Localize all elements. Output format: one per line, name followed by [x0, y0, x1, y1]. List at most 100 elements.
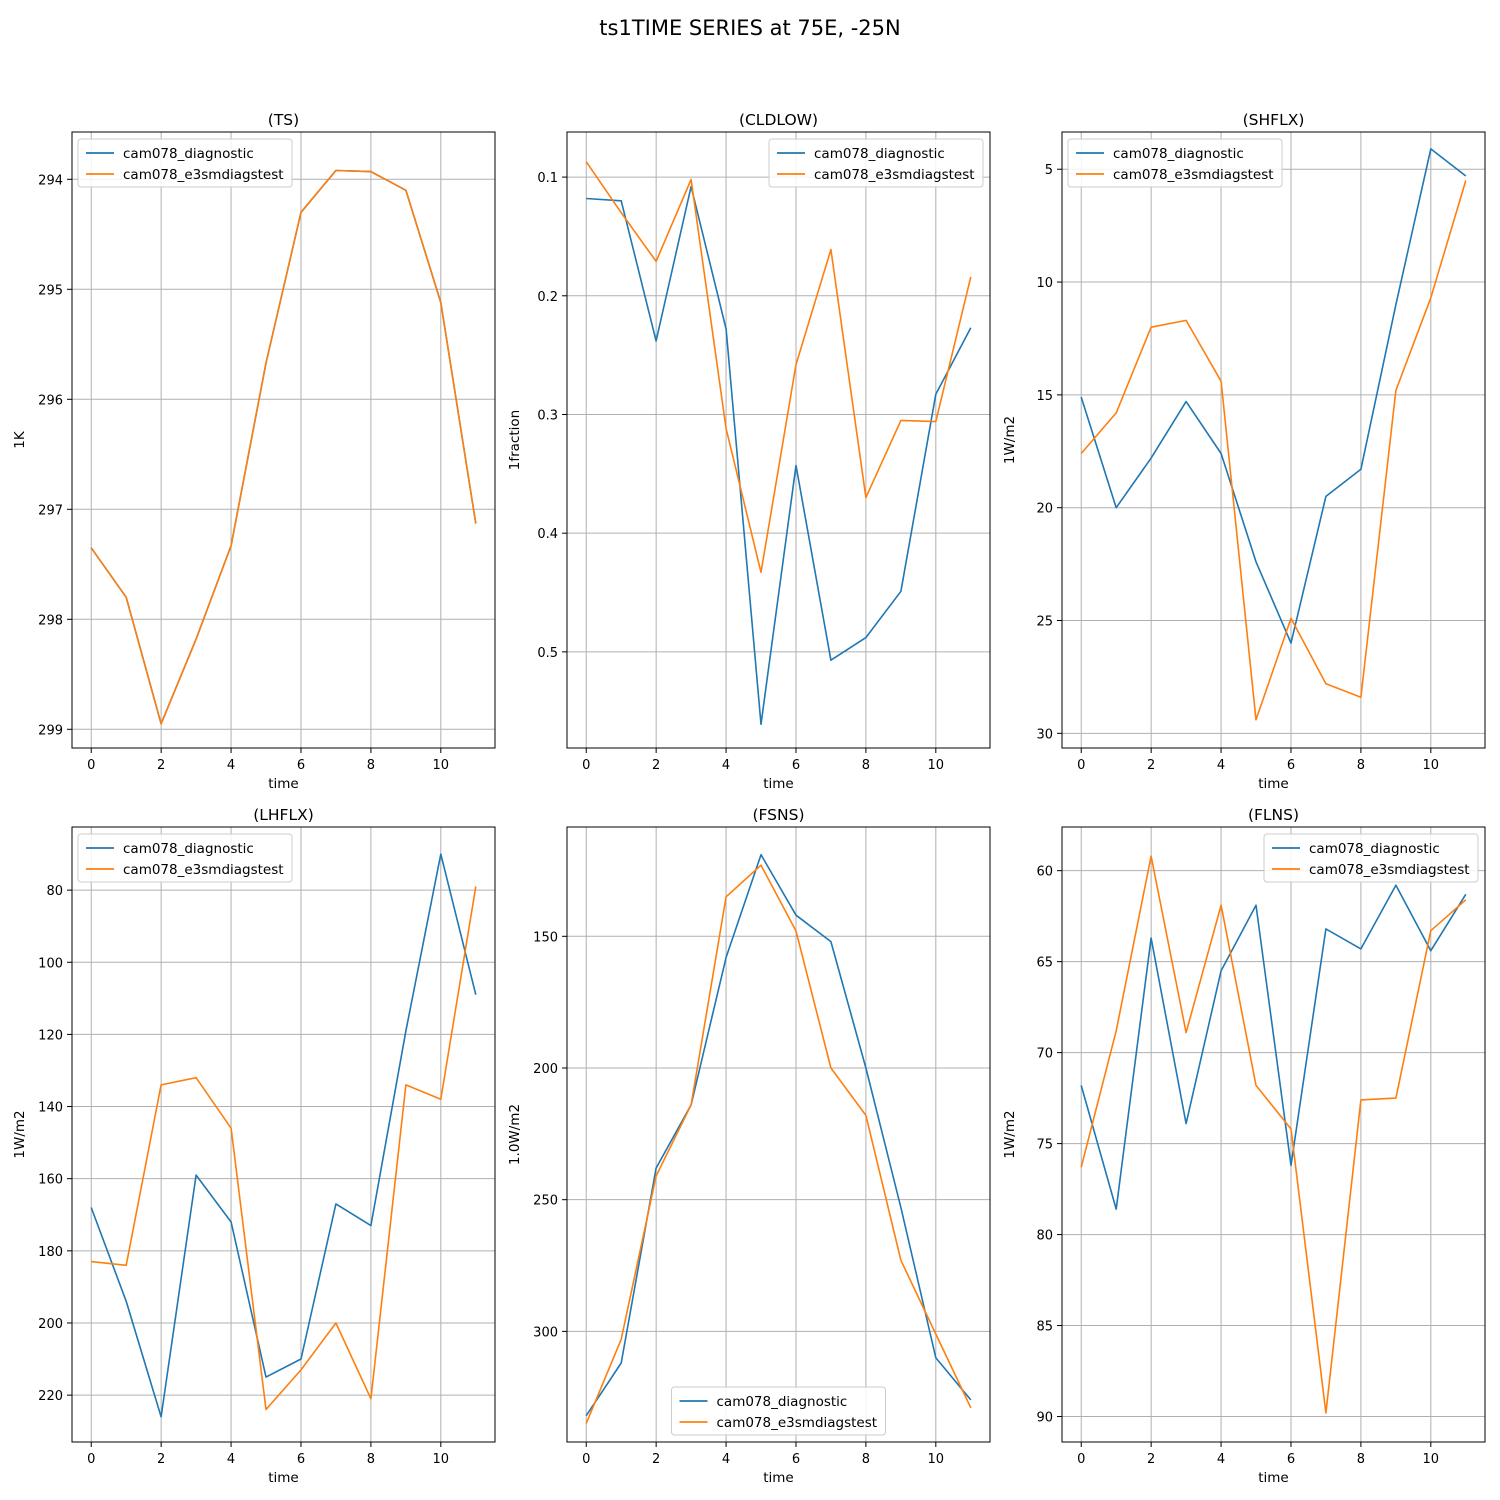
- x-tick-label: 0: [1077, 758, 1085, 773]
- x-tick-label: 4: [227, 758, 235, 773]
- y-tick-label: 10: [1036, 276, 1053, 291]
- x-tick-label: 2: [1147, 758, 1155, 773]
- x-tick-label: 0: [87, 1452, 95, 1467]
- y-axis-label: 1W/m2: [1002, 1110, 1018, 1158]
- x-tick-label: 6: [1287, 1452, 1295, 1467]
- series-line-e3smdiagstest: [91, 886, 477, 1411]
- series-line-diagnostic: [1080, 148, 1467, 644]
- x-tick-label: 6: [297, 758, 305, 773]
- y-axis-label: 1fraction: [507, 410, 523, 470]
- series-line-e3smdiagstest: [90, 169, 477, 725]
- subplot-4: 0 2 4 6 8 10 80 100 120 140 160 180 200 220 (LHFLX) tim…: [12, 806, 496, 1486]
- x-tick-label: 0: [87, 758, 95, 773]
- y-tick-label: 80: [46, 884, 63, 899]
- x-tick-label: 2: [652, 1452, 660, 1467]
- y-tick-label: 200: [38, 1317, 63, 1332]
- legend-label-diagnostic: cam078_diagnostic: [123, 841, 254, 857]
- legend-label-e3smdiagstest: cam078_e3smdiagstest: [814, 167, 975, 183]
- legend: cam078_diagnostic cam078_e3smdiagstest: [77, 833, 293, 883]
- legend: cam078_diagnostic cam078_e3smdiagstest: [1263, 833, 1479, 883]
- x-tick-label: 6: [1287, 758, 1295, 773]
- x-axis-label: time: [1258, 776, 1289, 792]
- x-tick-label: 0: [582, 1452, 590, 1467]
- x-tick-label: 10: [928, 758, 945, 773]
- y-tick-label: 70: [1036, 1047, 1053, 1062]
- legend: cam078_diagnostic cam078_e3smdiagstest: [671, 1386, 886, 1436]
- y-tick-label: 298: [38, 613, 63, 628]
- series-line-e3smdiagstest: [585, 161, 972, 574]
- y-tick-label: 90: [1036, 1411, 1053, 1426]
- x-tick-label: 4: [227, 1452, 235, 1467]
- y-tick-label: 200: [533, 1062, 558, 1077]
- y-tick-label: 180: [38, 1245, 63, 1260]
- y-axis-label: 1W/m2: [12, 1110, 28, 1158]
- y-tick-label: 220: [38, 1389, 63, 1404]
- legend-label-e3smdiagstest: cam078_e3smdiagstest: [123, 862, 284, 878]
- legend-box: [768, 138, 984, 188]
- y-tick-label: 20: [1036, 502, 1053, 517]
- y-tick-label: 140: [38, 1101, 63, 1116]
- legend-label-e3smdiagstest: cam078_e3smdiagstest: [123, 167, 284, 183]
- x-tick-label: 2: [652, 758, 660, 773]
- legend-box: [671, 1386, 886, 1436]
- y-axis-label: 1W/m2: [1002, 416, 1018, 464]
- y-axis-label: 1.0W/m2: [507, 1104, 523, 1165]
- x-tick-label: 8: [367, 758, 375, 773]
- x-tick-label: 6: [792, 1452, 800, 1467]
- legend-label-e3smdiagstest: cam078_e3smdiagstest: [717, 1415, 878, 1431]
- y-tick-label: 297: [38, 503, 63, 518]
- plot-frame: [566, 131, 991, 749]
- legend-label-diagnostic: cam078_diagnostic: [123, 146, 254, 162]
- plot-frame: [566, 826, 991, 1443]
- x-tick-label: 8: [1357, 1452, 1365, 1467]
- y-tick-label: 296: [38, 393, 63, 408]
- y-tick-label: 0.3: [537, 408, 558, 423]
- y-tick-label: 80: [1036, 1229, 1053, 1244]
- legend-label-diagnostic: cam078_diagnostic: [1113, 146, 1244, 162]
- subplot-title: (CLDLOW): [739, 111, 818, 129]
- subplot-title: (FSNS): [752, 806, 804, 824]
- x-tick-label: 8: [862, 758, 870, 773]
- legend-box: [77, 138, 293, 188]
- y-tick-label: 25: [1036, 615, 1053, 630]
- y-tick-label: 60: [1036, 865, 1053, 880]
- series-line-diagnostic: [90, 169, 477, 725]
- series-line-diagnostic: [90, 853, 477, 1418]
- y-tick-label: 250: [533, 1194, 558, 1209]
- x-axis-label: time: [763, 1470, 794, 1486]
- y-tick-label: 294: [38, 173, 63, 188]
- y-axis-label: 1K: [12, 430, 28, 449]
- y-tick-label: 85: [1036, 1320, 1053, 1335]
- legend-label-e3smdiagstest: cam078_e3smdiagstest: [1113, 167, 1274, 183]
- x-tick-label: 8: [367, 1452, 375, 1467]
- x-axis-label: time: [268, 776, 299, 792]
- legend-label-e3smdiagstest: cam078_e3smdiagstest: [1309, 862, 1470, 878]
- x-tick-label: 6: [792, 758, 800, 773]
- series-line-e3smdiagstest: [1080, 180, 1467, 721]
- y-tick-label: 0.4: [537, 527, 558, 542]
- y-tick-label: 120: [38, 1028, 63, 1043]
- legend: cam078_diagnostic cam078_e3smdiagstest: [768, 138, 984, 188]
- y-tick-label: 75: [1036, 1138, 1053, 1153]
- x-tick-label: 0: [1077, 1452, 1085, 1467]
- figure-title: ts1TIME SERIES at 75E, -25N: [599, 16, 901, 40]
- y-tick-label: 5: [1045, 163, 1053, 178]
- subplot-3: 0 2 4 6 8 10 5 10 15 20 25 30 (SHFLX) time 1W/m2 cam078…: [1002, 111, 1486, 792]
- subplot-title: (TS): [268, 111, 299, 129]
- series-line-e3smdiagstest: [1080, 855, 1467, 1414]
- legend: cam078_diagnostic cam078_e3smdiagstest: [1067, 138, 1283, 188]
- series-line-e3smdiagstest: [585, 864, 972, 1424]
- y-tick-label: 295: [38, 283, 63, 298]
- y-tick-label: 0.5: [537, 646, 558, 661]
- x-tick-label: 8: [1357, 758, 1365, 773]
- series-line-diagnostic: [586, 185, 972, 726]
- y-tick-label: 30: [1036, 727, 1053, 742]
- y-tick-label: 0.2: [537, 290, 558, 305]
- x-tick-label: 4: [1217, 758, 1225, 773]
- y-tick-label: 15: [1036, 389, 1053, 404]
- subplot-5: 0 2 4 6 8 10 150 200 250 300 (FSNS) time 1.0W/m2 cam0…: [507, 806, 991, 1486]
- subplot-title: (SHFLX): [1243, 111, 1305, 129]
- plot-frame: [1061, 131, 1486, 749]
- y-tick-label: 65: [1036, 956, 1053, 971]
